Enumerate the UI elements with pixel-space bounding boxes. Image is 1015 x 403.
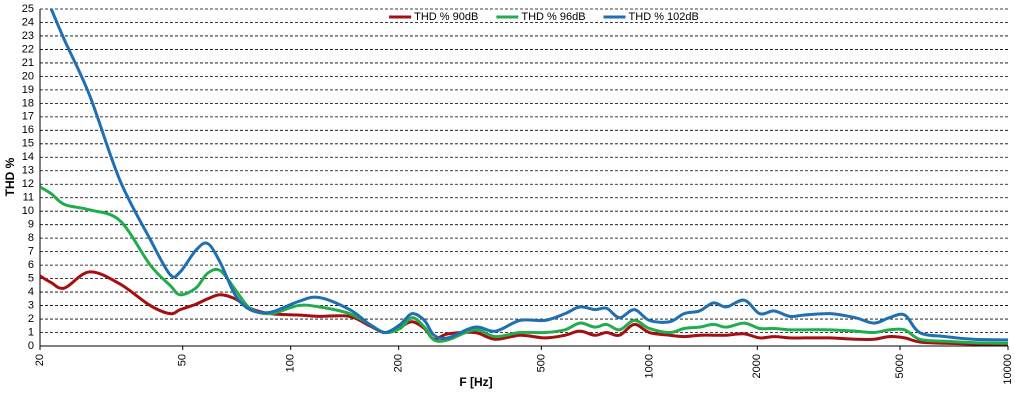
y-axis-label: THD % [3,157,17,196]
legend-label: THD % 90dB [414,11,478,23]
x-tick-label: 500 [535,354,547,372]
x-tick-label: 5000 [894,354,906,378]
x-tick-label: 200 [393,354,405,372]
data-line [49,9,1008,342]
x-tick-label: 50 [177,354,189,366]
y-tick-label: 18 [22,97,34,109]
y-tick-label: 3 [28,299,34,311]
y-tick-label: 16 [22,124,34,136]
y-tick-label: 23 [22,30,34,42]
y-tick-label: 11 [23,192,34,204]
y-tick-label: 24 [22,16,34,28]
y-tick-label: 7 [28,246,34,258]
y-tick-label: 12 [22,178,34,190]
y-tick-label: 25 [22,3,34,15]
y-tick-label: 9 [28,219,34,231]
y-tick-label: 20 [22,70,34,82]
x-tick-label: 1000 [643,354,655,378]
legend-label: THD % 96dB [521,11,585,23]
y-tick-label: 17 [22,111,34,123]
legend-label: THD % 102dB [629,11,699,23]
y-tick-label: 2 [28,313,34,325]
data-line [40,185,1008,345]
y-tick-label: 19 [22,84,34,96]
y-tick-label: 4 [28,286,34,298]
y-tick-label: 0 [28,340,34,352]
y-tick-label: 15 [22,138,34,150]
y-tick-label: 14 [22,151,34,163]
y-tick-label: 1 [28,326,34,338]
x-tick-label: 100 [285,354,297,372]
y-tick-label: 8 [28,232,34,244]
x-tick-label: 10000 [1002,354,1014,385]
legend: THD % 90dB THD % 96dB THD % 102dB [389,11,699,23]
y-tick-label: 6 [28,259,34,271]
x-tick-label: 2000 [751,354,763,378]
y-tick-label: 22 [22,43,34,55]
y-tick-label: 10 [22,205,34,217]
x-axis-label: F [Hz] [459,375,492,389]
data-line [40,270,1008,346]
y-tick-label: 13 [22,165,34,177]
y-tick-label: 5 [28,273,34,285]
y-tick-label: 21 [22,57,34,69]
x-tick-label: 20 [34,354,46,366]
